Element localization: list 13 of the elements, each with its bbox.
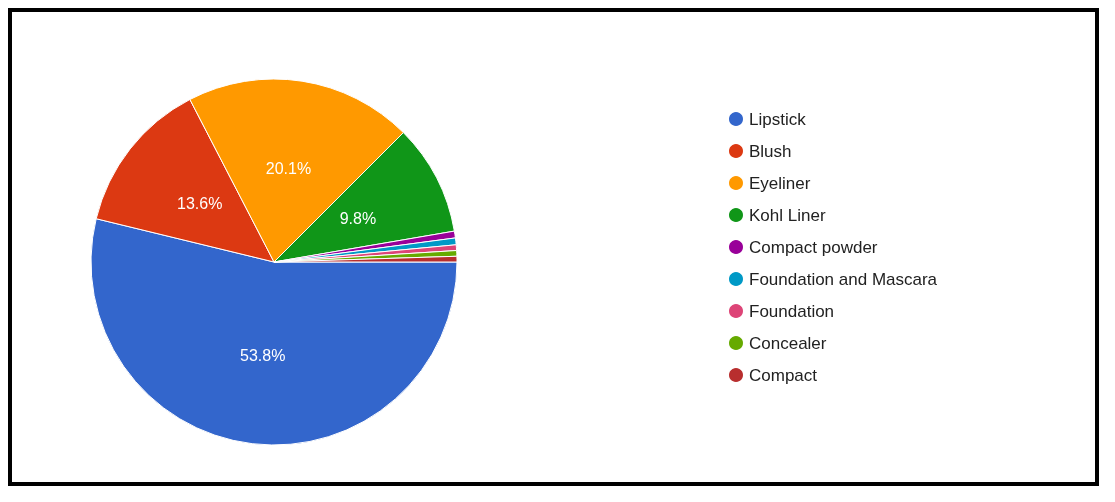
data-label: 9.8% — [339, 210, 377, 228]
legend-label: Concealer — [749, 333, 827, 353]
data-label: 53.8% — [240, 347, 286, 365]
legend-label: Kohl Liner — [749, 205, 826, 225]
legend-label: Compact powder — [749, 237, 878, 257]
legend-label: Lipstick — [749, 109, 807, 129]
data-label: 13.6% — [177, 195, 223, 213]
legend-label: Foundation and Mascara — [749, 269, 938, 289]
legend-label: Blush — [749, 141, 792, 161]
legend-label: Foundation — [749, 301, 835, 321]
legend-label: Eyeliner — [749, 173, 811, 193]
data-label: 20.1% — [265, 160, 312, 178]
legend-label: Compact — [749, 365, 818, 385]
